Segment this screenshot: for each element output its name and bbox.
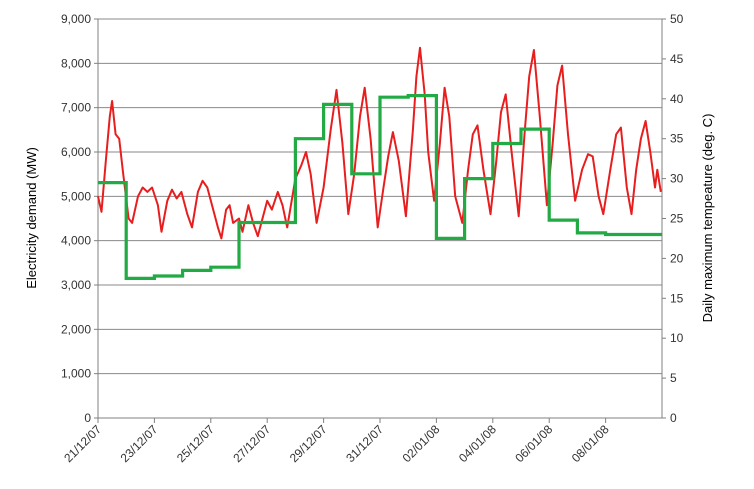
y2-tick-label: 45 xyxy=(670,52,684,66)
series xyxy=(97,46,662,280)
y-tick-label: 7,000 xyxy=(61,101,91,115)
x-tick-label: 23/12/07 xyxy=(118,422,161,465)
y2-tick-label: 15 xyxy=(670,291,684,305)
temperature-series-line xyxy=(98,93,662,280)
y2-axis-title: Daily maximum tempeature (deg. C) xyxy=(700,114,715,323)
y2-tick-label: 5 xyxy=(670,371,677,385)
x-tick-label: 21/12/07 xyxy=(61,422,104,465)
y-tick-label: 8,000 xyxy=(61,56,91,70)
y-tick-label: 5,000 xyxy=(61,189,91,203)
x-tick-label: 02/01/08 xyxy=(400,422,443,465)
y-tick-label: 4,000 xyxy=(61,234,91,248)
demand-series-line xyxy=(97,46,662,240)
x-tick-label: 08/01/08 xyxy=(569,422,612,465)
x-tick-label: 31/12/07 xyxy=(343,422,386,465)
x-tick-label: 06/01/08 xyxy=(512,422,555,465)
axes xyxy=(94,18,666,423)
x-tick-label: 29/12/07 xyxy=(287,422,330,465)
y2-tick-label: 35 xyxy=(670,132,684,146)
y2-tick-label: 0 xyxy=(670,411,677,425)
y2-tick-label: 10 xyxy=(670,331,684,345)
y2-tick-label: 40 xyxy=(670,92,684,106)
tick-labels: 0 1,000 2,000 3,000 4,000 5,000 6,000 7,000 8,00… xyxy=(61,12,684,465)
y-tick-label: 6,000 xyxy=(61,145,91,159)
y-tick-label: 9,000 xyxy=(61,12,91,26)
y2-tick-label: 25 xyxy=(670,212,684,226)
x-tick-label: 04/01/08 xyxy=(456,422,499,465)
x-tick-label: 27/12/07 xyxy=(230,422,273,465)
y-tick-label: 2,000 xyxy=(61,322,91,336)
y2-tick-label: 20 xyxy=(670,251,684,265)
y2-tick-label: 30 xyxy=(670,172,684,186)
y-tick-label: 3,000 xyxy=(61,278,91,292)
x-tick-label: 25/12/07 xyxy=(174,422,217,465)
y-tick-label: 0 xyxy=(84,411,91,425)
y-axis-title: Electricity demand (MW) xyxy=(24,147,39,289)
y2-tick-label: 50 xyxy=(670,12,684,26)
y-tick-label: 1,000 xyxy=(61,367,91,381)
